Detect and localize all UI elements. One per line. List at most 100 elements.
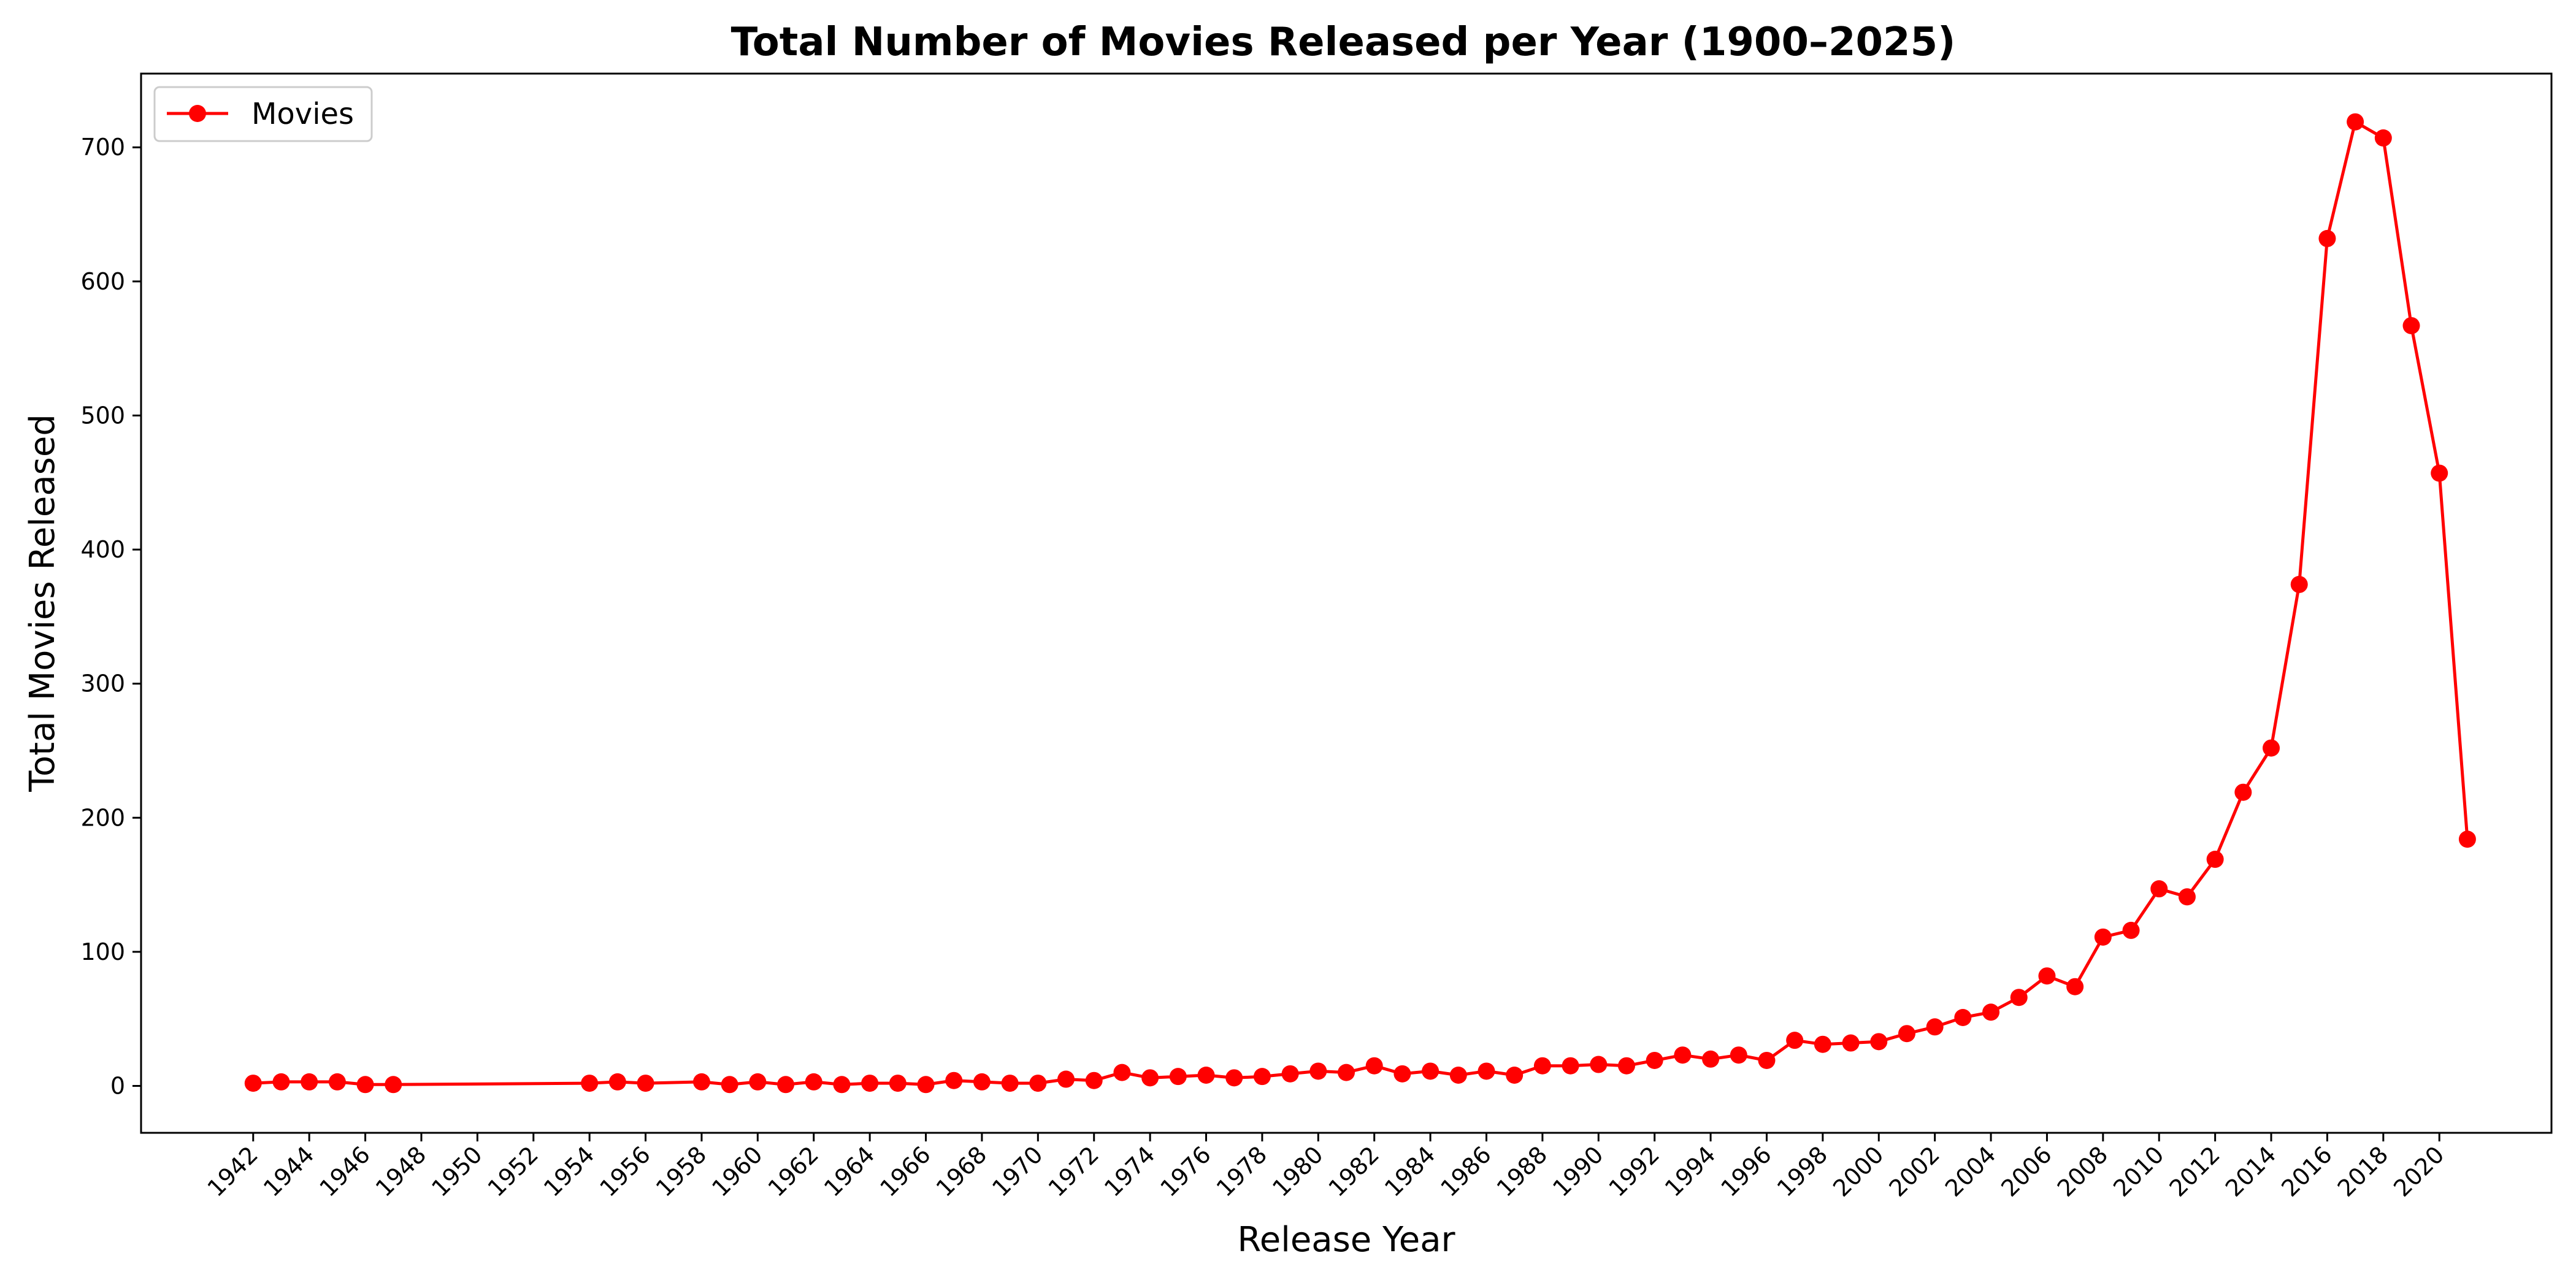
legend-marker-movies <box>189 105 206 122</box>
x-tick-label: 2008 <box>2052 1141 2114 1202</box>
data-point <box>749 1073 767 1091</box>
data-point <box>1786 1032 1804 1049</box>
x-tick-label: 1992 <box>1604 1141 1665 1202</box>
data-point <box>777 1076 795 1094</box>
data-point <box>1926 1018 1944 1036</box>
data-point <box>973 1073 991 1091</box>
x-tick-label: 1952 <box>483 1141 544 1202</box>
y-axis-label: Total Movies Released <box>23 414 63 792</box>
y-tick-label: 700 <box>80 134 125 161</box>
data-point <box>1113 1064 1131 1081</box>
data-point <box>1702 1050 1720 1068</box>
x-tick-label: 1984 <box>1379 1141 1441 1202</box>
data-point <box>1422 1062 1439 1080</box>
data-point <box>1253 1068 1271 1086</box>
data-point <box>1562 1057 1579 1075</box>
x-tick-label: 2016 <box>2276 1141 2337 1202</box>
x-tick-label: 2010 <box>2108 1141 2169 1202</box>
x-tick-label: 1982 <box>1324 1141 1385 1202</box>
data-point <box>1730 1046 1747 1064</box>
x-tick-label: 1942 <box>202 1141 264 1202</box>
y-axis: 0 100 200 300 400 500 600 700 <box>80 134 141 1099</box>
data-point <box>1197 1066 1215 1084</box>
data-point <box>1478 1062 1495 1080</box>
y-tick-label: 200 <box>80 804 125 831</box>
y-tick-label: 400 <box>80 536 125 563</box>
data-point <box>2402 316 2420 334</box>
data-point <box>1001 1075 1019 1092</box>
x-tick-label: 1970 <box>987 1141 1048 1202</box>
data-point <box>244 1075 262 1092</box>
data-point <box>1085 1071 1103 1089</box>
data-point <box>1758 1051 1776 1069</box>
x-tick-label: 1956 <box>594 1141 656 1202</box>
data-point <box>637 1075 654 1092</box>
x-tick-label: 1946 <box>314 1141 375 1202</box>
data-point <box>2347 113 2364 131</box>
x-tick-label: 1958 <box>651 1141 712 1202</box>
data-point <box>2234 783 2252 801</box>
x-tick-label: 2006 <box>1996 1141 2057 1202</box>
data-point <box>2318 229 2336 247</box>
data-point <box>2263 739 2280 757</box>
data-point <box>1281 1065 1299 1083</box>
data-point <box>2066 978 2084 995</box>
data-point <box>1842 1034 1860 1052</box>
y-tick-label: 0 <box>110 1072 125 1099</box>
x-tick-label: 1950 <box>426 1141 488 1202</box>
data-point <box>2038 967 2056 985</box>
data-point <box>2178 888 2196 906</box>
data-point <box>721 1076 738 1094</box>
data-point <box>1225 1069 1243 1087</box>
data-point <box>608 1073 626 1091</box>
x-tick-label: 1962 <box>763 1141 824 1202</box>
x-tick-label: 1954 <box>539 1141 600 1202</box>
data-point <box>2431 464 2448 482</box>
y-tick-label: 600 <box>80 268 125 295</box>
x-tick-label: 1996 <box>1715 1141 1777 1202</box>
x-tick-label: 1976 <box>1155 1141 1216 1202</box>
data-point <box>1870 1033 1888 1051</box>
data-point <box>1141 1069 1159 1087</box>
data-point <box>301 1073 318 1091</box>
data-point <box>1954 1008 1972 1026</box>
y-tick-label: 300 <box>80 670 125 697</box>
x-tick-label: 1986 <box>1435 1141 1497 1202</box>
series-movies <box>244 113 2476 1094</box>
x-tick-label: 1988 <box>1492 1141 1553 1202</box>
data-point <box>1506 1066 1524 1084</box>
legend-label-movies: Movies <box>251 97 354 131</box>
chart-title: Total Number of Movies Released per Year… <box>731 20 1956 65</box>
data-point <box>2122 921 2140 939</box>
data-point <box>1590 1056 1608 1073</box>
data-point <box>581 1075 599 1092</box>
data-point <box>1449 1066 1467 1084</box>
data-point <box>2458 830 2476 848</box>
x-tick-label: 2004 <box>1940 1141 2001 1202</box>
data-point <box>1533 1057 1551 1075</box>
data-point <box>1617 1057 1635 1075</box>
data-point <box>861 1075 879 1092</box>
data-point <box>1982 1003 2000 1021</box>
x-tick-label: 1980 <box>1267 1141 1328 1202</box>
x-tick-label: 2000 <box>1828 1141 1889 1202</box>
x-axis: 1942194419461948195019521954195619581960… <box>202 1133 2450 1202</box>
data-point <box>805 1073 822 1091</box>
data-point <box>2290 575 2308 593</box>
data-point <box>1814 1035 1831 1053</box>
data-point <box>1338 1064 1355 1081</box>
x-tick-label: 2002 <box>1884 1141 1945 1202</box>
data-point <box>385 1076 402 1094</box>
x-tick-label: 2014 <box>2220 1141 2282 1202</box>
plot-area <box>140 72 2553 1134</box>
data-point <box>1365 1057 1383 1075</box>
legend: Movies <box>153 86 373 142</box>
x-tick-label: 2020 <box>2388 1141 2450 1202</box>
data-point <box>917 1076 935 1094</box>
x-tick-label: 2012 <box>2164 1141 2225 1202</box>
data-point <box>1674 1046 1692 1064</box>
data-point <box>2206 851 2224 868</box>
data-point <box>833 1076 851 1094</box>
